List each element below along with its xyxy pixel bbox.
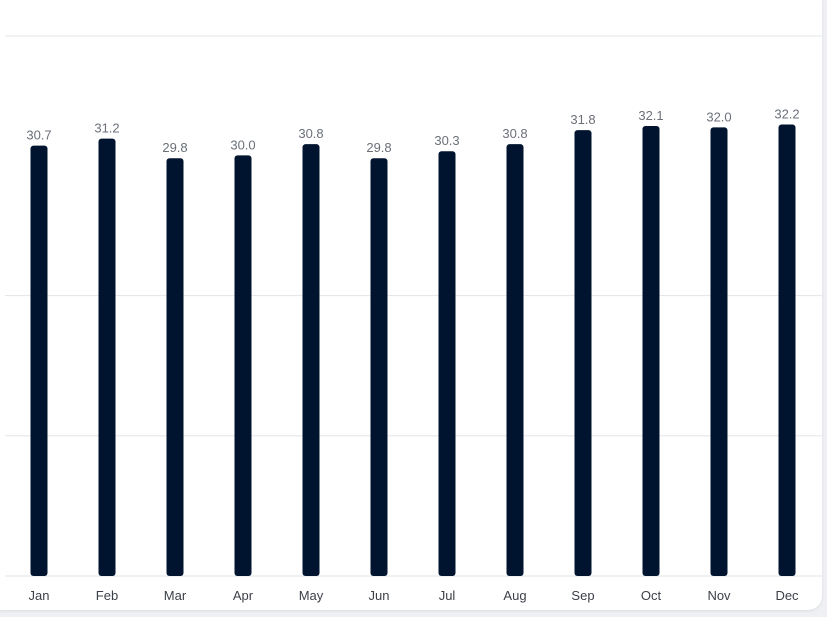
bars [30,124,796,577]
value-label-sep: 31.8 [570,112,595,127]
bar-dec[interactable] [778,124,796,576]
x-tick-aug: Aug [503,588,526,603]
bar-jul[interactable] [438,151,456,576]
x-tick-oct: Oct [641,588,662,603]
value-label-mar: 29.8 [162,140,187,155]
value-label-apr: 30.0 [230,137,255,152]
bar-nov[interactable] [710,127,728,577]
value-label-aug: 30.8 [502,126,527,141]
x-tick-may: May [299,588,324,603]
bar-feb[interactable] [98,138,116,577]
x-tick-mar: Mar [164,588,187,603]
gridlines [5,35,822,577]
x-tick-jul: Jul [439,588,456,603]
x-tick-sep: Sep [571,588,594,603]
value-label-nov: 32.0 [706,109,731,124]
x-tick-jan: Jan [29,588,50,603]
value-label-feb: 31.2 [94,121,119,136]
bar-oct[interactable] [642,125,660,576]
value-label-dec: 32.2 [774,107,799,122]
bar-jan[interactable] [30,145,48,576]
value-label-jan: 30.7 [26,128,51,143]
x-tick-nov: Nov [707,588,731,603]
category-labels: Jan Feb Mar Apr May Jun Jul Aug Sep Oct Nov Dec [29,588,800,603]
bar-may[interactable] [302,144,320,576]
value-label-jul: 30.3 [434,133,459,148]
value-label-oct: 32.1 [638,108,663,123]
bar-jun[interactable] [370,158,388,577]
value-labels: 30.7 31.2 29.8 30.0 30.8 29.8 30.3 30.8 31.8 32.1… [26,107,799,156]
value-label-jun: 29.8 [366,140,391,155]
bar-mar[interactable] [166,158,184,577]
x-tick-apr: Apr [233,588,254,603]
bar-aug[interactable] [506,144,524,576]
x-tick-feb: Feb [96,588,118,603]
value-label-may: 30.8 [298,126,323,141]
x-tick-dec: Dec [775,588,799,603]
bar-apr[interactable] [234,155,252,576]
x-tick-jun: Jun [369,588,390,603]
bar-sep[interactable] [574,130,592,576]
